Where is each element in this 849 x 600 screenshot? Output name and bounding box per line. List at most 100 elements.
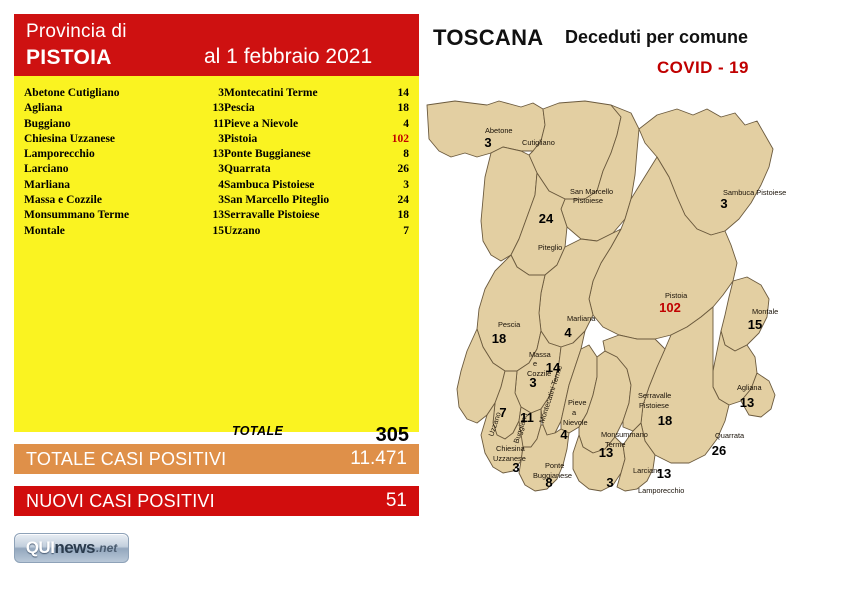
municipality-name: Uzzano — [224, 224, 261, 237]
quinews-logo[interactable]: QUI news .net — [14, 533, 129, 563]
map-label-buggianese: Buggianese — [533, 471, 572, 480]
map-value-pistoiese: 24 — [539, 211, 554, 226]
municipality-name: Pistoia — [224, 132, 258, 145]
table-row: Pistoia 102 — [224, 132, 409, 147]
stat-label-new-positive: NUOVI CASI POSITIVI — [26, 490, 215, 511]
map-value-agliana: 13 — [740, 395, 754, 410]
map-label-larciano: Larciano — [633, 466, 661, 475]
map-value-montale: 15 — [748, 317, 762, 332]
municipality-name: San Marcello Piteglio — [224, 194, 330, 207]
quinews-logo-news: news — [54, 538, 95, 557]
table-row: Massa e Cozzile 3 — [24, 193, 224, 208]
map-label-uzzanese: Uzzanese — [493, 454, 526, 463]
map-label-cutigliano: Cutigliano — [522, 138, 555, 147]
left-panel: Provincia di PISTOIA al 1 febbraio 2021 … — [14, 14, 419, 516]
table-row: Montecatini Terme 14 — [224, 86, 409, 101]
municipality-deaths: 13 — [212, 148, 225, 161]
map-value-lamporecchio: 13 — [657, 466, 671, 481]
table-row: Pieve a Nievole 4 — [224, 117, 409, 132]
municipality-name: Massa e Cozzile — [24, 194, 102, 207]
table-column-left: Abetone Cutigliano 3 Agliana 13 Buggiano 11 Ch… — [24, 86, 224, 239]
table-row: Abetone Cutigliano 3 — [24, 86, 224, 101]
map-value-larciano: 3 — [606, 475, 613, 490]
map-value-cozzile: 3 — [529, 375, 536, 390]
table-row: Chiesina Uzzanese 3 — [24, 132, 224, 147]
map-label-massa: Massa — [529, 350, 552, 359]
map-value-cutigliano: 3 — [484, 135, 491, 150]
map-area-west-strip — [456, 328, 506, 424]
map-label-pistoiese: Pistoiese — [639, 401, 669, 410]
map-label-agliana: Agliana — [737, 383, 763, 392]
municipality-name: Quarrata — [224, 163, 271, 176]
covid-label: COVID - 19 — [657, 58, 749, 77]
municipality-deaths: 7 — [403, 224, 409, 237]
table-row: Serravalle Pistoiese 18 — [224, 208, 409, 223]
total-value: 305 — [375, 424, 409, 446]
map-label-e: e — [533, 359, 537, 368]
table-row: Quarrata 26 — [224, 162, 409, 177]
municipality-deaths: 11 — [213, 117, 224, 130]
map-area-east-tail — [740, 372, 776, 418]
map-label-sambuca-pistoiese: Sambuca Pistoiese — [723, 188, 786, 197]
municipality-name: Monsummano Terme — [24, 209, 130, 222]
table-row: Monsummano Terme 13 — [24, 208, 224, 223]
map-value-pescia: 18 — [492, 331, 506, 346]
table-row: Larciano 3 — [24, 162, 224, 177]
map-label-cozzile: Cozzile — [527, 369, 551, 378]
map-value-sambuca-pistoiese: 3 — [720, 196, 727, 211]
chart-subtitle: Deceduti per comune — [565, 27, 749, 47]
stat-value-new-positive: 51 — [385, 490, 407, 511]
stat-bar-total-positive: TOTALE CASI POSITIVI 11.471 — [14, 444, 419, 474]
table-column-right: Montecatini Terme 14 Pescia 18 Pieve a Nievo… — [224, 86, 409, 239]
municipality-deaths: 3 — [403, 178, 409, 191]
quinews-logo-qui: QUI — [25, 538, 55, 557]
municipality-deaths: 13 — [212, 209, 225, 222]
map-label-chiesina: Chiesina — [496, 444, 526, 453]
municipality-name: Larciano — [24, 163, 69, 176]
municipality-name: Chiesina Uzzanese — [24, 132, 116, 145]
map-label-montale: Montale — [752, 307, 778, 316]
municipality-deaths: 18 — [397, 209, 410, 222]
table-row: Lamporecchio 13 — [24, 147, 224, 162]
municipality-name: Agliana — [24, 102, 63, 115]
map-value-marliana: 4 — [564, 325, 572, 340]
municipality-name: Montecatini Terme — [224, 87, 318, 99]
quinews-logo-net: .net — [95, 541, 118, 555]
map-label-quarrata: Quarrata — [715, 431, 745, 440]
municipality-deaths: 3 — [218, 163, 224, 176]
table-row: Buggiano 11 — [24, 117, 224, 132]
municipality-name: Pescia — [224, 102, 255, 115]
pistoia-province-map: Abetone Cutigliano 3 San Marcello Pistoiese 2… — [426, 100, 786, 495]
map-value-quarrata: 26 — [712, 443, 726, 458]
municipality-deaths: 102 — [391, 132, 409, 145]
map-label-abetone: Abetone — [485, 126, 513, 135]
map-area-lamporecchio — [616, 422, 656, 492]
map-value-pistoia: 102 — [659, 300, 681, 315]
map-label-pistoia: Pistoia — [665, 291, 688, 300]
map-label-serravalle: Serravalle — [638, 391, 671, 400]
municipality-name: Ponte Buggianese — [224, 148, 311, 161]
total-label: TOTALE — [232, 424, 284, 438]
stat-value-total-positive: 11.471 — [350, 448, 407, 469]
table-row: Uzzano 7 — [224, 224, 409, 239]
municipality-deaths: 14 — [397, 87, 410, 99]
map-area-san-marcello-pistoiese — [560, 104, 640, 242]
municipality-name: Buggiano — [24, 117, 71, 130]
report-date: al 1 febbraio 2021 — [204, 45, 373, 68]
municipality-name: Lamporecchio — [24, 148, 95, 161]
municipality-name: Abetone Cutigliano — [24, 87, 120, 99]
municipality-deaths: 4 — [403, 117, 409, 130]
table-row: Pescia 18 — [224, 101, 409, 116]
map-label-piteglio: Piteglio — [538, 243, 562, 252]
map-value-buggiano: 11 — [520, 410, 534, 425]
municipality-deaths: 3 — [218, 194, 224, 207]
map-value-buggianese: 8 — [545, 475, 552, 490]
map-label-san-marcello: San Marcello — [570, 187, 613, 196]
map-label-terme: Terme — [605, 440, 626, 449]
map-value-uzzanese: 3 — [512, 460, 519, 475]
map-label-marliana: Marliana — [567, 314, 596, 323]
municipality-deaths: 18 — [397, 102, 410, 115]
stat-bar-new-positive: NUOVI CASI POSITIVI 51 — [14, 486, 419, 516]
municipality-table-panel: Abetone Cutigliano 3 Agliana 13 Buggiano 11 Ch… — [14, 76, 419, 446]
map-value-montecatini-terme: 14 — [546, 360, 561, 375]
